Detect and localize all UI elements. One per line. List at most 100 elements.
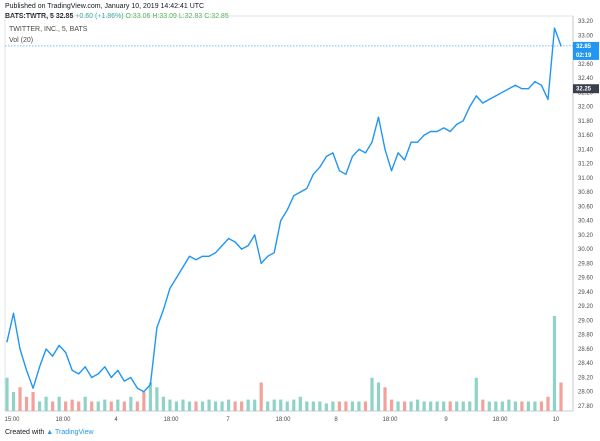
volume-bar bbox=[318, 401, 322, 411]
volume-bar bbox=[448, 401, 452, 411]
volume-bar bbox=[135, 401, 139, 411]
price-point bbox=[443, 127, 445, 129]
price-point bbox=[534, 80, 536, 83]
volume-bar bbox=[161, 396, 166, 411]
price-point bbox=[136, 387, 138, 389]
volume-bar bbox=[370, 377, 374, 411]
price-point bbox=[462, 120, 464, 122]
volume-bar bbox=[220, 401, 224, 411]
price-point bbox=[449, 130, 451, 133]
volume-bar bbox=[207, 399, 211, 411]
volume-bar bbox=[31, 392, 35, 411]
volume-bar bbox=[148, 382, 152, 411]
price-point bbox=[273, 252, 275, 254]
y-tick-label: 33.20 bbox=[578, 19, 594, 25]
high-value: H:33.09 bbox=[152, 13, 177, 20]
price-point bbox=[527, 88, 530, 90]
y-tick-label: 30.40 bbox=[578, 219, 594, 225]
price-point bbox=[175, 277, 178, 279]
price-point bbox=[58, 344, 60, 347]
price-point bbox=[195, 259, 197, 261]
volume-bar bbox=[187, 401, 192, 411]
price-point bbox=[97, 373, 99, 375]
price-point bbox=[332, 152, 334, 154]
volume-bar bbox=[24, 396, 29, 411]
price-point bbox=[241, 248, 243, 250]
volume-bar bbox=[507, 399, 511, 411]
volume-bar bbox=[383, 387, 387, 411]
volume-bar bbox=[292, 399, 296, 411]
y-tick-label: 28.60 bbox=[578, 347, 594, 353]
price-point bbox=[325, 155, 327, 158]
volume-bar bbox=[520, 401, 524, 411]
x-tick-label: 18:00 bbox=[275, 417, 291, 423]
price-point bbox=[521, 88, 523, 90]
price-point bbox=[45, 348, 47, 350]
price-point bbox=[371, 141, 373, 143]
price-point bbox=[156, 326, 158, 329]
volume-bar bbox=[559, 382, 563, 411]
price-point bbox=[560, 45, 562, 47]
price-point bbox=[19, 348, 21, 350]
volume-bar bbox=[77, 401, 81, 411]
price-point bbox=[299, 191, 301, 193]
price-point bbox=[280, 220, 282, 222]
price-point bbox=[436, 130, 438, 133]
price-point bbox=[547, 98, 549, 101]
volume-bar bbox=[181, 399, 185, 411]
volume-bar bbox=[213, 401, 218, 411]
y-tick-label: 30.20 bbox=[578, 233, 594, 239]
price-point bbox=[495, 95, 497, 97]
x-tick-label: 9 bbox=[444, 417, 448, 423]
volume-bar bbox=[396, 401, 400, 411]
volume-bar bbox=[487, 401, 491, 411]
y-tick-label: 31.20 bbox=[578, 162, 594, 168]
price-point bbox=[182, 266, 184, 268]
price-point bbox=[214, 252, 217, 254]
current-price-tag: 32.85 02:19 bbox=[573, 41, 599, 60]
x-tick-label: 7 bbox=[226, 417, 230, 423]
volume-bar bbox=[500, 401, 504, 411]
volume-bar bbox=[350, 401, 355, 411]
price-point bbox=[123, 380, 125, 382]
volume-bar bbox=[233, 401, 237, 411]
price-point bbox=[234, 241, 236, 243]
price-point bbox=[52, 355, 54, 357]
y-tick-label: 31.60 bbox=[578, 133, 594, 139]
volume-bar bbox=[168, 399, 172, 411]
footer: Created with ▲ TradingView bbox=[5, 428, 94, 438]
volume-bar bbox=[11, 392, 16, 411]
price-point bbox=[286, 209, 288, 211]
price-point bbox=[208, 255, 210, 257]
y-tick-label: 32.20 bbox=[578, 90, 594, 96]
x-tick-label: 18:00 bbox=[55, 417, 71, 423]
y-tick-label: 28.00 bbox=[578, 390, 594, 396]
last-price: 32.85 bbox=[55, 13, 74, 20]
volume-bars bbox=[5, 316, 563, 411]
y-tick-label: 29.40 bbox=[578, 290, 594, 296]
prev-close-tag: 32.25 bbox=[573, 84, 599, 94]
volume-bar bbox=[337, 401, 341, 411]
volume-bar bbox=[363, 401, 368, 411]
volume-bar bbox=[122, 401, 126, 411]
price-point bbox=[417, 141, 419, 143]
price-point bbox=[260, 262, 262, 265]
price-point bbox=[84, 366, 86, 368]
volume-bar bbox=[155, 387, 159, 411]
price-point bbox=[130, 376, 132, 379]
price-point bbox=[91, 376, 93, 379]
price-point bbox=[267, 255, 269, 257]
price-point bbox=[410, 141, 412, 143]
volume-bar bbox=[259, 382, 263, 411]
y-tick-label: 29.60 bbox=[578, 276, 594, 282]
price-line bbox=[6, 27, 562, 393]
tradingview-link[interactable]: TradingView bbox=[55, 429, 94, 436]
open-value: O:33.06 bbox=[125, 13, 151, 20]
symbol: BATS:TWTR, 5 bbox=[5, 13, 54, 20]
volume-bar bbox=[468, 401, 472, 411]
volume-bar bbox=[533, 401, 537, 411]
volume-bar bbox=[116, 399, 120, 411]
y-tick-label: 27.80 bbox=[578, 404, 594, 410]
price-point bbox=[65, 351, 67, 354]
